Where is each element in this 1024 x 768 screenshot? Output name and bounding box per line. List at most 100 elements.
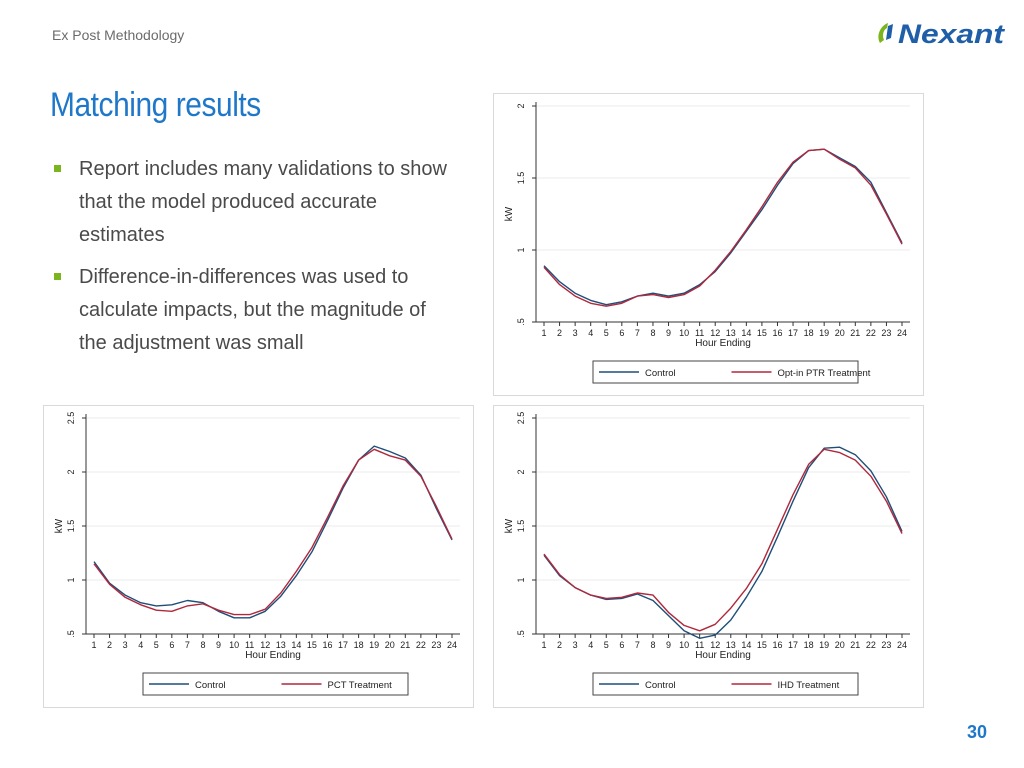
y-tick-label: .5	[66, 630, 76, 638]
x-tick-label: 14	[291, 640, 301, 650]
x-tick-label: 21	[400, 640, 410, 650]
nexant-logo: Nexant	[878, 19, 1005, 49]
legend-box	[592, 672, 859, 696]
x-tick-label: 20	[835, 328, 845, 338]
x-tick-label: 23	[431, 640, 441, 650]
x-tick-label: 16	[772, 640, 782, 650]
x-tick-label: 11	[245, 640, 254, 650]
chart-panel-ptr: .5 1 1.5 2 kW 1 2 3 4 5 6 7 8 9 10 11 12 13 14 15 16 17 18 19 20…	[493, 93, 924, 396]
y-tick-label: 1	[516, 577, 526, 582]
series-line-treatment	[543, 448, 903, 632]
bullet-text: Difference-in-differences was used to ca…	[79, 266, 426, 354]
series-line-treatment	[93, 448, 453, 616]
x-tick-label: 23	[881, 640, 891, 650]
x-tick-label: 5	[604, 640, 609, 650]
x-tick-label: 1	[91, 640, 96, 650]
y-axis-label: kW	[504, 206, 515, 221]
x-tick-label: 9	[216, 640, 221, 650]
x-tick-label: 4	[588, 640, 593, 650]
page-number: 30	[967, 722, 988, 742]
legend-box	[142, 672, 409, 696]
x-tick-label: 18	[804, 640, 814, 650]
x-tick-label: 11	[695, 640, 704, 650]
slide-title: Matching results	[50, 86, 261, 124]
y-tick-label: 1	[66, 577, 76, 582]
y-tick-label: 2	[516, 103, 526, 108]
x-tick-label: 15	[757, 640, 767, 650]
y-tick-label: .5	[516, 318, 526, 326]
x-tick-label: 22	[416, 640, 426, 650]
x-tick-label: 2	[557, 640, 562, 650]
chart-panel-ihd: .5 1 1.5 2 2.5 kW 1 2 3 4 5 6 7 8 9 10 11 12 13 14 15 16 17 18 1…	[493, 405, 924, 708]
x-tick-label: 8	[650, 328, 655, 338]
legend-label: Control	[645, 368, 676, 379]
x-axis-label: Hour Ending	[245, 650, 301, 661]
series-line-treatment	[543, 148, 903, 307]
legend-label: Control	[195, 680, 226, 691]
x-tick-label: 2	[557, 328, 562, 338]
x-tick-label: 19	[819, 328, 829, 338]
chart-legend: Control IHD Treatment	[592, 672, 859, 696]
x-tick-label: 22	[866, 328, 876, 338]
x-axis-label: Hour Ending	[695, 338, 751, 349]
y-tick-label: .5	[516, 630, 526, 638]
x-tick-label: 1	[541, 328, 546, 338]
y-axis-label: kW	[504, 518, 515, 533]
bullet-item: Report includes many validations to show…	[52, 153, 452, 252]
bullet-square-icon	[54, 273, 61, 280]
y-tick-label: 1.5	[66, 520, 76, 533]
x-tick-label: 1	[541, 640, 546, 650]
x-tick-label: 22	[866, 640, 876, 650]
x-tick-label: 12	[260, 640, 270, 650]
x-tick-label: 16	[772, 328, 782, 338]
x-tick-label: 7	[185, 640, 190, 650]
x-tick-label: 16	[322, 640, 332, 650]
bullet-square-icon	[54, 165, 61, 172]
series-line-control	[543, 446, 903, 640]
x-tick-label: 11	[695, 328, 704, 338]
y-tick-label: 2	[66, 469, 76, 474]
x-tick-label: 7	[635, 640, 640, 650]
x-tick-label: 4	[588, 328, 593, 338]
x-tick-label: 17	[788, 640, 798, 650]
x-tick-label: 21	[850, 640, 860, 650]
x-tick-label: 12	[710, 328, 720, 338]
x-tick-label: 24	[897, 328, 907, 338]
x-tick-label: 20	[385, 640, 395, 650]
x-tick-label: 13	[726, 328, 736, 338]
x-tick-label: 8	[200, 640, 205, 650]
x-tick-label: 6	[619, 640, 624, 650]
legend-label: Opt-in PTR Treatment	[778, 368, 871, 379]
x-axis-label: Hour Ending	[695, 650, 751, 661]
bullet-text: Report includes many validations to show…	[79, 158, 447, 246]
chart-panel-pct: .5 1 1.5 2 2.5 kW 1 2 3 4 5 6 7 8 9 10 11 12 13 14 15 16 17 18 1…	[43, 405, 474, 708]
logo-wordmark: Nexant	[898, 19, 1005, 49]
chart-legend: Control Opt-in PTR Treatment	[592, 360, 871, 384]
x-tick-label: 4	[138, 640, 143, 650]
y-tick-label: 1	[516, 247, 526, 252]
x-tick-label: 14	[741, 328, 751, 338]
section-label: Ex Post Methodology	[52, 27, 185, 43]
logo-mark	[878, 23, 893, 43]
y-tick-label: 1.5	[516, 172, 526, 185]
legend-label: PCT Treatment	[328, 680, 393, 691]
x-tick-label: 15	[757, 328, 767, 338]
x-tick-label: 14	[741, 640, 751, 650]
x-tick-label: 5	[604, 328, 609, 338]
x-tick-label: 5	[154, 640, 159, 650]
y-tick-label: 2	[516, 469, 526, 474]
x-tick-label: 6	[169, 640, 174, 650]
x-tick-label: 10	[679, 640, 689, 650]
legend-box	[592, 360, 859, 384]
x-tick-label: 2	[107, 640, 112, 650]
legend-label: Control	[645, 680, 676, 691]
x-tick-label: 12	[710, 640, 720, 650]
chart-legend: Control PCT Treatment	[142, 672, 409, 696]
x-tick-label: 21	[850, 328, 860, 338]
x-tick-label: 6	[619, 328, 624, 338]
y-axis-label: kW	[54, 518, 65, 533]
x-tick-label: 8	[650, 640, 655, 650]
x-tick-label: 23	[881, 328, 891, 338]
